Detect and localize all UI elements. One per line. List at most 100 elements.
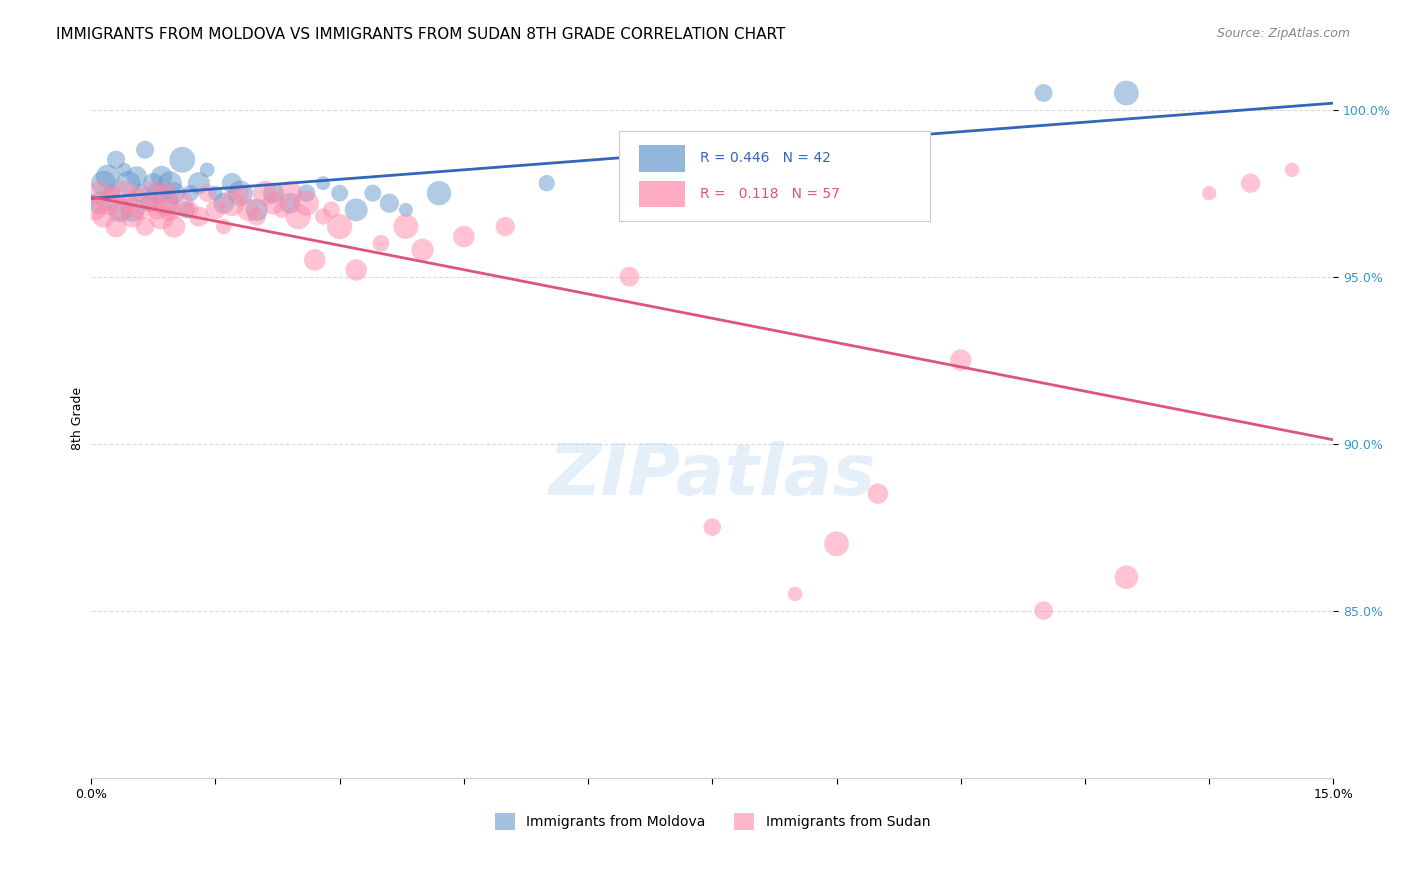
Point xyxy=(105,153,128,167)
Point xyxy=(278,196,301,211)
Point xyxy=(176,202,198,217)
Point xyxy=(134,219,156,234)
Point xyxy=(112,162,135,177)
Point xyxy=(142,176,165,190)
Point xyxy=(159,176,181,190)
Point xyxy=(204,186,226,201)
Point xyxy=(150,169,173,184)
Point xyxy=(93,210,115,224)
Point xyxy=(344,202,367,217)
Point xyxy=(262,196,284,211)
Point xyxy=(1281,162,1303,177)
Point xyxy=(321,202,343,217)
Point xyxy=(453,229,475,244)
Point xyxy=(89,196,111,211)
Point xyxy=(138,196,160,211)
Point xyxy=(221,176,243,190)
Point xyxy=(146,202,169,217)
Point xyxy=(97,196,120,211)
Point xyxy=(117,176,139,190)
Point xyxy=(89,186,111,201)
Point xyxy=(146,186,169,201)
Text: Source: ZipAtlas.com: Source: ZipAtlas.com xyxy=(1216,27,1350,40)
Point xyxy=(246,210,269,224)
Point xyxy=(866,486,889,500)
Point xyxy=(536,176,558,190)
Point xyxy=(361,186,384,201)
Point xyxy=(180,186,202,201)
FancyBboxPatch shape xyxy=(638,145,685,171)
Point xyxy=(619,269,641,284)
Point xyxy=(395,219,418,234)
Point xyxy=(121,202,143,217)
Point xyxy=(1198,186,1220,201)
Point xyxy=(329,219,352,234)
Point xyxy=(108,202,131,217)
Y-axis label: 8th Grade: 8th Grade xyxy=(72,387,84,450)
Point xyxy=(278,186,301,201)
Point xyxy=(212,196,235,211)
Point xyxy=(150,210,173,224)
Point xyxy=(121,210,143,224)
Point xyxy=(97,169,120,184)
Point xyxy=(125,169,148,184)
Point xyxy=(101,186,124,201)
Point xyxy=(370,236,392,251)
Text: R =   0.118   N = 57: R = 0.118 N = 57 xyxy=(700,186,839,201)
Point xyxy=(246,202,269,217)
Point xyxy=(108,202,131,217)
Point xyxy=(163,186,186,201)
Point xyxy=(1115,86,1137,100)
Point xyxy=(238,202,260,217)
Point xyxy=(494,219,516,234)
Point xyxy=(138,196,160,211)
Text: ZIPatlas: ZIPatlas xyxy=(548,442,876,510)
Point xyxy=(101,186,124,201)
Point xyxy=(204,202,226,217)
Point xyxy=(229,186,252,201)
Point xyxy=(105,219,128,234)
Point xyxy=(378,196,401,211)
Point xyxy=(134,143,156,157)
Point xyxy=(172,153,194,167)
Point xyxy=(229,186,252,201)
Point xyxy=(221,196,243,211)
Point xyxy=(142,186,165,201)
Point xyxy=(163,219,186,234)
Point xyxy=(212,219,235,234)
Point xyxy=(949,353,972,368)
Point xyxy=(180,202,202,217)
Point xyxy=(825,537,848,551)
Point xyxy=(312,176,335,190)
Point xyxy=(287,210,309,224)
Point xyxy=(195,162,218,177)
Point xyxy=(295,196,318,211)
Point xyxy=(270,202,292,217)
Point xyxy=(785,587,807,601)
Point xyxy=(155,186,177,201)
Point xyxy=(411,243,433,257)
FancyBboxPatch shape xyxy=(638,181,685,208)
Point xyxy=(117,196,139,211)
Point xyxy=(254,186,277,201)
Point xyxy=(129,186,152,201)
Point xyxy=(172,196,194,211)
Point xyxy=(312,210,335,224)
Point xyxy=(295,186,318,201)
Point xyxy=(159,202,181,217)
Point xyxy=(187,176,209,190)
Text: R = 0.446   N = 42: R = 0.446 N = 42 xyxy=(700,151,831,165)
Point xyxy=(329,186,352,201)
Point xyxy=(1115,570,1137,584)
Point xyxy=(195,186,218,201)
Point xyxy=(702,520,724,534)
Point xyxy=(395,202,418,217)
Point xyxy=(125,186,148,201)
Point xyxy=(427,186,450,201)
Text: IMMIGRANTS FROM MOLDOVA VS IMMIGRANTS FROM SUDAN 8TH GRADE CORRELATION CHART: IMMIGRANTS FROM MOLDOVA VS IMMIGRANTS FR… xyxy=(56,27,786,42)
Point xyxy=(129,202,152,217)
Point xyxy=(1239,176,1261,190)
FancyBboxPatch shape xyxy=(619,131,929,221)
Point xyxy=(262,186,284,201)
Legend: Immigrants from Moldova, Immigrants from Sudan: Immigrants from Moldova, Immigrants from… xyxy=(489,807,935,835)
